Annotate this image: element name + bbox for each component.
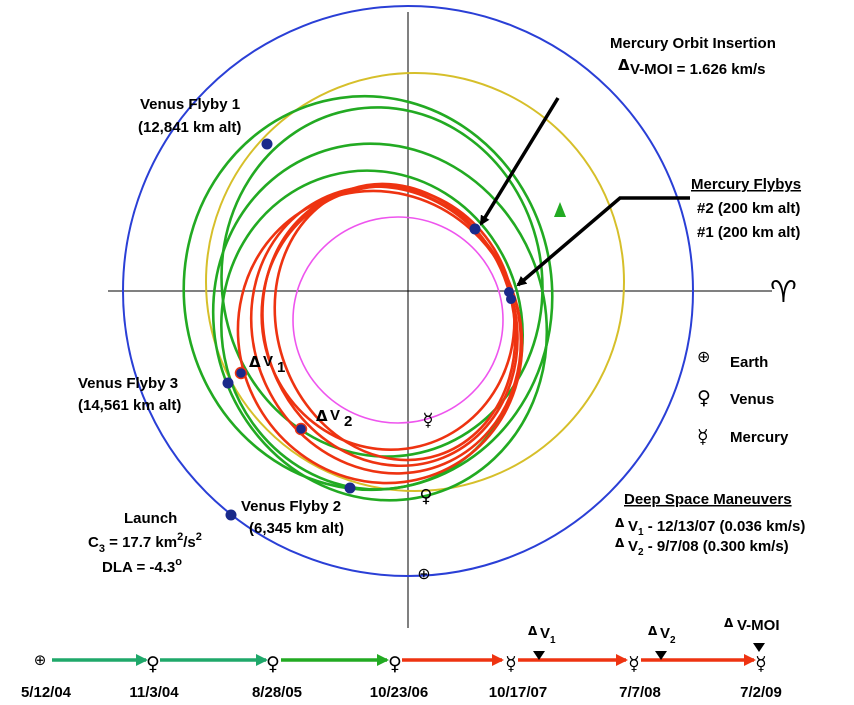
mercury-flyby-pointer [516, 196, 690, 287]
timeline-dsm2-label: V2 [660, 625, 676, 646]
moi-title: Mercury Orbit Insertion [610, 35, 776, 52]
dsm1-legend-line: V1 - 12/13/07 (0.036 km/s) [628, 518, 805, 538]
timeline-moi-label: V-MOI [737, 617, 780, 634]
mercury-legend-label: Mercury [730, 429, 789, 446]
timeline-dsm1-marker [533, 651, 545, 660]
trajectory-red-loops [236, 182, 524, 485]
dsm2-legend-line: V2 - 9/7/08 (0.300 km/s) [628, 538, 789, 558]
timeline-dsm2-marker [655, 651, 667, 660]
planet-legend: ⊕ Earth ♀ Venus ☿ Mercury [697, 347, 789, 448]
moi-dv-label: V-MOI = 1.626 km/s [630, 61, 766, 78]
mercury-flybys-title: Mercury Flybys [691, 176, 801, 193]
moi-pointer [479, 97, 560, 226]
earth-legend-label: Earth [730, 354, 768, 371]
mercury-flyby1-label: #1 (200 km alt) [697, 224, 800, 241]
dsm2-v: V [330, 407, 340, 424]
timeline-dsm2-delta-icon: Δ [648, 624, 658, 638]
venus-flyby2-alt: (6,345 km alt) [249, 520, 344, 537]
venus-flyby3-label: Venus Flyby 3 [78, 375, 178, 392]
timeline-moi-delta-icon: Δ [724, 616, 734, 630]
venus-flyby1-label: Venus Flyby 1 [140, 96, 240, 113]
venus-orbit [205, 72, 625, 492]
mercury-position-icon: ☿ [422, 410, 433, 431]
c3-label: C3 = 17.7 km2/s2 [88, 531, 202, 555]
timeline-earth-icon: ⊕ [34, 651, 47, 669]
timeline-venus-icon-3: ♀ [388, 653, 402, 675]
dsm1-delta-legend-icon: Δ [615, 516, 625, 530]
venus-position-icon: ♀ [419, 486, 432, 507]
timeline-venus-icon-2: ♀ [266, 653, 280, 675]
mercury-orbit [292, 216, 504, 424]
dsm-box: Deep Space Maneuvers Δ V1 - 12/13/07 (0.… [615, 491, 805, 558]
trajectory-green-loops [182, 94, 554, 502]
timeline-venus-icon-1: ♀ [146, 653, 160, 675]
mercury-flyby2-label: #2 (200 km alt) [697, 200, 800, 217]
venus-flyby1-marker [261, 138, 273, 150]
dsm2-marker [294, 422, 308, 436]
dsm1-marker [234, 366, 248, 380]
dsm2-sub: 2 [344, 413, 352, 430]
earth-legend-icon: ⊕ [697, 347, 710, 366]
mercury-legend-icon: ☿ [697, 426, 709, 448]
timeline-moi-marker [753, 643, 765, 652]
venus-flyby3-alt: (14,561 km alt) [78, 397, 181, 414]
dsm1-v: V [263, 353, 273, 370]
earth-position-icon: ⊕ [417, 564, 430, 583]
dsm2-delta-icon: Δ [316, 407, 328, 425]
aries-icon: ♈ [770, 275, 797, 310]
timeline-date-5: 10/17/07 [489, 684, 547, 701]
venus-flyby2-label: Venus Flyby 2 [241, 498, 341, 515]
timeline-date-1: 5/12/04 [21, 684, 72, 701]
mercury-flyby2-marker [504, 287, 514, 297]
green-direction-arrow [554, 202, 566, 217]
dsm1-sub: 1 [277, 359, 285, 376]
timeline-dsm1-label: V1 [540, 625, 556, 646]
venus-flyby2-marker [344, 482, 356, 494]
timeline-date-6: 7/7/08 [619, 684, 661, 701]
timeline-date-7: 7/2/09 [740, 684, 782, 701]
timeline-date-2: 11/3/04 [129, 684, 179, 701]
venus-legend-label: Venus [730, 391, 774, 408]
venus-legend-icon: ♀ [697, 387, 711, 409]
dsm1-delta-icon: Δ [249, 353, 261, 371]
timeline-date-4: 10/23/06 [370, 684, 428, 701]
timeline-mercury-icon-2: ☿ [628, 653, 640, 675]
timeline-date-3: 8/28/05 [252, 684, 302, 701]
moi-delta-icon: Δ [618, 56, 630, 74]
venus-flyby1-alt: (12,841 km alt) [138, 119, 241, 136]
venus-flyby3-marker [222, 377, 234, 389]
mission-timeline: ⊕ ♀ ♀ ♀ ☿ ☿ ☿ Δ V1 Δ V2 Δ V-MOI 5/12/04 … [21, 616, 782, 701]
timeline-mercury-icon-3: ☿ [755, 653, 767, 675]
timeline-mercury-icon-1: ☿ [505, 653, 517, 675]
launch-marker [225, 509, 237, 521]
dsm2-delta-legend-icon: Δ [615, 536, 625, 550]
earth-orbit [122, 5, 694, 577]
moi-marker [469, 223, 481, 235]
dsm-title: Deep Space Maneuvers [624, 491, 792, 508]
launch-label: Launch [124, 510, 177, 527]
dla-label: DLA = -4.3o [102, 556, 182, 576]
timeline-dsm1-delta-icon: Δ [528, 624, 538, 638]
